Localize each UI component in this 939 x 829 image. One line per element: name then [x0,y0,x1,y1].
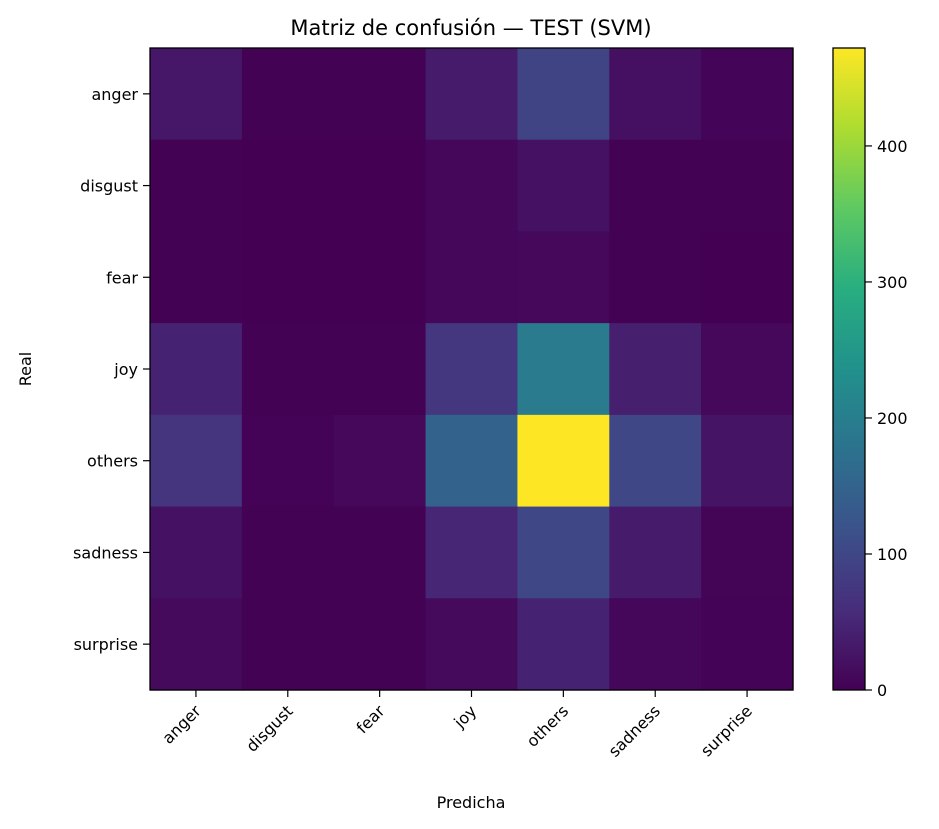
heatmap-cell-joy-fear [333,323,427,416]
x-tick-label-sadness: sadness [605,701,664,760]
colorbar [832,47,866,691]
heatmap-cell-others-joy [425,414,519,508]
heatmap-cell-joy-surprise [701,323,794,416]
heatmap-cell-joy-others [517,323,610,416]
heatmap-cell-anger-surprise [701,48,794,141]
x-axis-label: Predicha [437,793,506,812]
colorbar-tick-label-400: 400 [877,137,908,156]
y-tick-label-anger: anger [91,85,138,104]
heatmap-cell-others-sadness [609,414,702,508]
y-tick-label-others: others [87,452,138,471]
heatmap-cell-disgust-fear [333,139,427,233]
heatmap-cell-sadness-joy [425,506,519,599]
y-tick-label-joy: joy [113,360,138,379]
heatmap-cell-fear-sadness [609,231,702,324]
heatmap-cell-anger-fear [333,48,427,141]
chart-title: Matriz de confusión — TEST (SVM) [290,16,651,40]
heatmap-cell-others-others [517,414,610,508]
heatmap-cell-anger-sadness [609,48,702,141]
heatmap-cell-sadness-surprise [701,506,794,599]
heatmap-cell-surprise-surprise [701,598,794,691]
y-axis-ticks: anger disgust fear joy others sadness surprise [73,85,150,654]
colorbar-ticks: 0 100 200 300 400 [865,137,908,700]
heatmap-cell-disgust-disgust [241,139,335,233]
heatmap-cell-anger-disgust [241,48,335,141]
heatmap-cell-disgust-joy [425,139,519,233]
heatmap-cell-disgust-anger [150,139,243,233]
x-tick-label-surprise: surprise [697,701,756,760]
heatmap-cell-sadness-fear [333,506,427,599]
heatmap-cell-others-disgust [241,414,335,508]
heatmap-cell-surprise-disgust [241,598,335,691]
heatmap-cells [150,48,794,691]
heatmap-cell-surprise-anger [150,598,243,691]
colorbar-tick-label-200: 200 [877,409,908,428]
x-tick-label-joy: joy [449,701,480,732]
heatmap-cell-disgust-sadness [609,139,702,233]
heatmap-cell-disgust-surprise [701,139,794,233]
heatmap-cell-joy-sadness [609,323,702,416]
heatmap-cell-sadness-disgust [241,506,335,599]
heatmap-cell-surprise-sadness [609,598,702,691]
heatmap-cell-fear-disgust [241,231,335,324]
colorbar-tick-label-300: 300 [877,273,908,292]
x-tick-label-disgust: disgust [242,701,296,755]
heatmap-cell-others-anger [150,414,243,508]
heatmap-cell-joy-disgust [241,323,335,416]
colorbar-tick-label-100: 100 [877,545,908,564]
heatmap-cell-sadness-anger [150,506,243,599]
y-tick-label-fear: fear [106,268,138,287]
heatmap-cell-others-surprise [701,414,794,508]
x-tick-label-fear: fear [353,701,389,737]
heatmap-cell-others-fear [333,414,427,508]
heatmap-cell-fear-fear [333,231,427,324]
heatmap-cell-fear-anger [150,231,243,324]
heatmap-cell-disgust-others [517,139,610,233]
x-tick-label-others: others [523,701,572,750]
heatmap-cell-anger-joy [425,48,519,141]
x-axis-ticks: anger disgust fear joy others sadness surprise [158,690,756,761]
y-tick-label-surprise: surprise [74,635,138,654]
heatmap-cell-surprise-others [517,598,610,691]
y-axis-label: Real [16,352,35,387]
heatmap-cell-fear-others [517,231,610,324]
heatmap-cell-joy-anger [150,323,243,416]
colorbar-tick-label-0: 0 [877,681,887,700]
x-tick-label-anger: anger [158,701,205,748]
heatmap-cell-anger-others [517,48,610,141]
heatmap-cell-anger-anger [150,48,243,141]
heatmap-cell-fear-joy [425,231,519,324]
heatmap-cell-joy-joy [425,323,519,416]
heatmap-cell-sadness-others [517,506,610,599]
heatmap-cell-surprise-fear [333,598,427,691]
y-tick-label-sadness: sadness [73,543,138,562]
heatmap-cell-surprise-joy [425,598,519,691]
y-tick-label-disgust: disgust [80,177,138,196]
heatmap-cell-fear-surprise [701,231,794,324]
heatmap-cell-sadness-sadness [609,506,702,599]
